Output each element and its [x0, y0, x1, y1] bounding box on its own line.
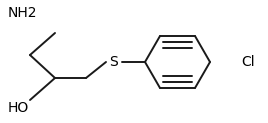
Text: Cl: Cl [241, 55, 255, 69]
Text: S: S [110, 55, 118, 69]
Text: NH2: NH2 [8, 6, 38, 20]
Text: HO: HO [8, 101, 29, 115]
